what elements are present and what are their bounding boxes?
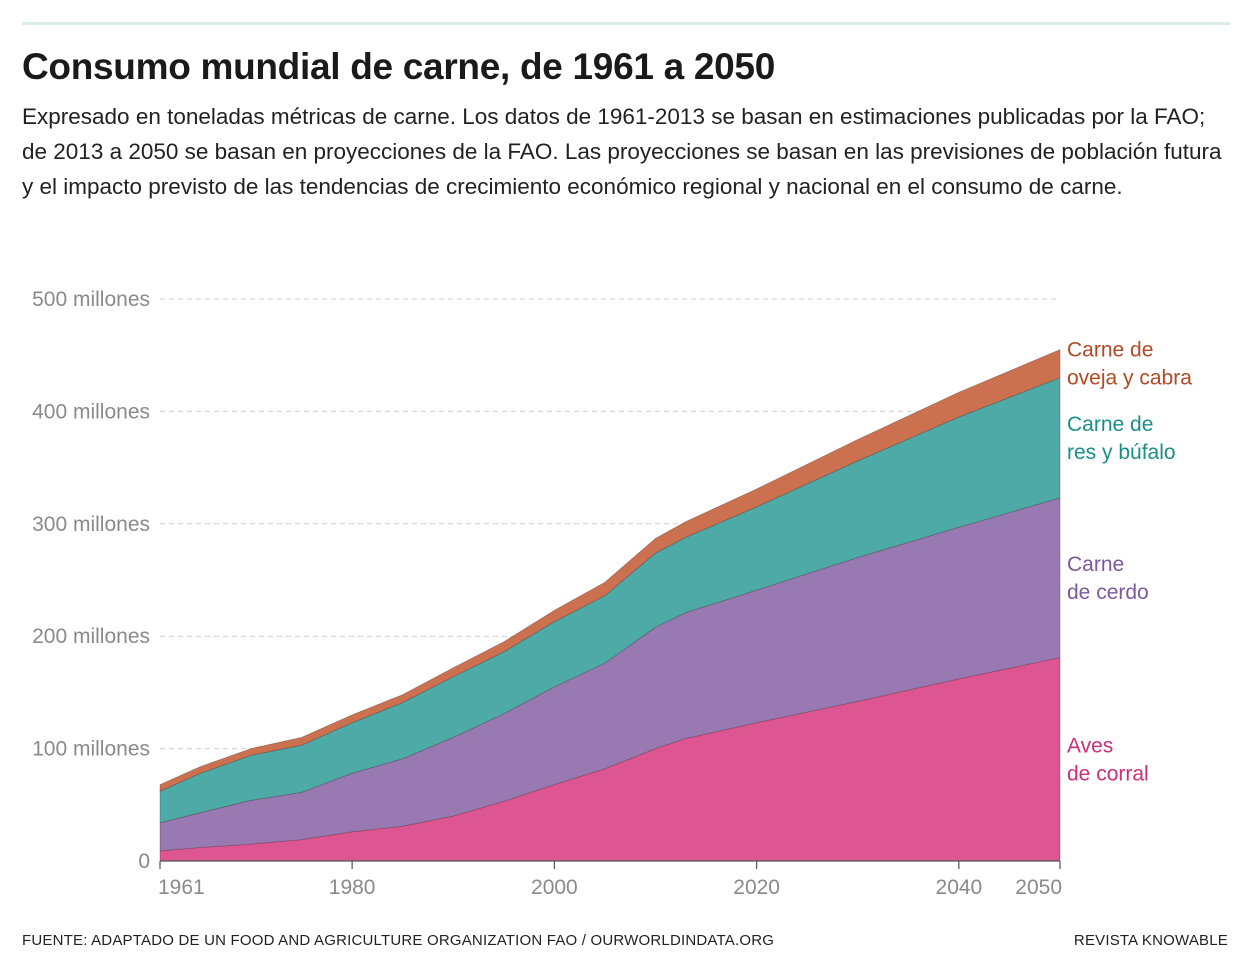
series-label-line: Carne (1067, 553, 1124, 576)
series-areas (159, 348, 1061, 862)
series-label-aves-de-corral: Aves de corral (1067, 734, 1149, 785)
y-tick-label: 400 millones (32, 400, 150, 423)
y-tick-label: 100 millones (32, 738, 150, 761)
area-carne-de-oveja-y-cabra (159, 348, 1061, 792)
y-tick-label: 200 millones (32, 625, 150, 648)
y-tick-label: 300 millones (32, 513, 150, 536)
series-label-line: res y búfalo (1067, 441, 1176, 464)
chart-title: Consumo mundial de carne, de 1961 a 2050 (22, 46, 775, 87)
chart-subtitle: Expresado en toneladas métricas de carne… (22, 104, 1222, 199)
series-label-carne-de-oveja-y-cabra: Carne de oveja y cabra (1067, 339, 1192, 390)
x-axis: 1961 1980 2000 2020 2040 2050 (158, 860, 1062, 899)
source-note: FUENTE: ADAPTADO DE UN FOOD AND AGRICULT… (22, 932, 775, 949)
publisher-credit: REVISTA KNOWABLE (1073, 932, 1228, 949)
series-labels: Aves de corral Carne de cerdo Carne de res y … (1067, 339, 1192, 786)
series-label-carne-de-res-y-bufalo: Carne de res y búfalo (1067, 413, 1176, 464)
series-label-line: oveja y cabra (1067, 367, 1192, 390)
y-tick-label: 0 (138, 850, 150, 873)
y-tick-label: 500 millones (32, 288, 150, 311)
series-label-line: de corral (1067, 762, 1149, 785)
series-label-carne-de-cerdo: Carne de cerdo (1067, 553, 1149, 604)
x-tick-label: 2040 (936, 876, 983, 899)
series-label-line: Carne de (1067, 339, 1153, 362)
series-label-line: Carne de (1067, 413, 1153, 436)
x-tick-label: 1961 (158, 876, 205, 899)
top-rule (22, 22, 1230, 25)
x-tick-label: 2000 (531, 876, 578, 899)
y-axis-ticks: 0 100 millones 200 millones 300 millones 400… (32, 288, 150, 873)
area-carne-de-res-y-bufalo (159, 377, 1061, 824)
x-tick-label: 1980 (329, 876, 376, 899)
series-label-line: Aves (1067, 734, 1113, 757)
x-tick-label: 2050 (1015, 876, 1062, 899)
series-label-line: de cerdo (1067, 581, 1149, 604)
x-tick-label: 2020 (733, 876, 780, 899)
